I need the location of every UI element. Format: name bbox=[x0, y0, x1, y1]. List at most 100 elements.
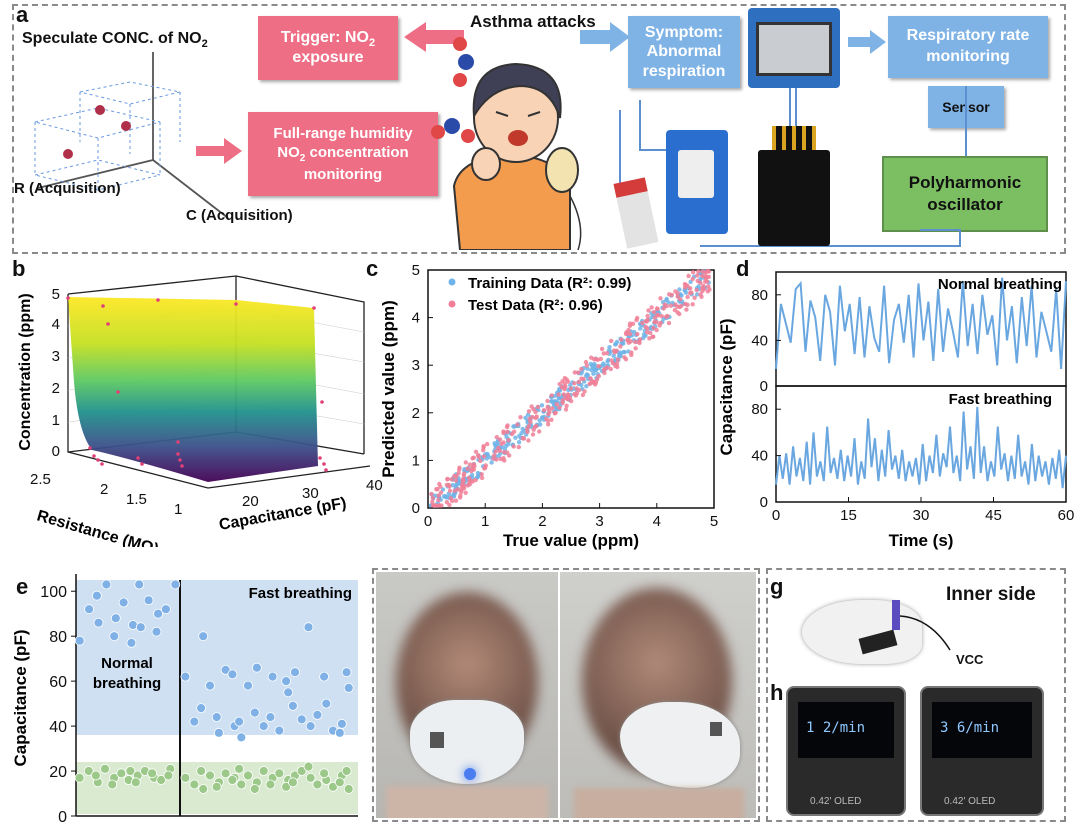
test-point bbox=[520, 436, 525, 441]
training-point bbox=[450, 483, 455, 488]
test-point bbox=[525, 426, 530, 432]
test-point bbox=[675, 291, 680, 296]
x-tick: 45 bbox=[985, 507, 1002, 524]
fast-breathing-point bbox=[213, 727, 224, 738]
z-tick: 1 bbox=[52, 412, 60, 429]
y-tick: 40 bbox=[49, 719, 67, 736]
test-point bbox=[473, 477, 478, 483]
y-tick: 80 bbox=[49, 629, 67, 646]
test-point bbox=[476, 453, 481, 458]
inner-side-label: Inner side bbox=[946, 584, 1036, 605]
test-point bbox=[695, 273, 700, 278]
test-point bbox=[635, 331, 640, 337]
test-point bbox=[700, 273, 705, 279]
test-point bbox=[608, 366, 613, 372]
test-point bbox=[698, 292, 703, 297]
fast-breathing-point bbox=[296, 714, 307, 725]
test-point bbox=[530, 432, 536, 437]
test-point bbox=[652, 315, 658, 320]
test-point bbox=[537, 429, 542, 434]
wire bbox=[900, 615, 951, 651]
respiratory-rate-readout-1: 1 2/min bbox=[806, 720, 866, 736]
training-point bbox=[475, 470, 481, 476]
test-point bbox=[609, 358, 614, 363]
test-point bbox=[704, 279, 710, 284]
normal-breathing-region-label-2: breathing bbox=[93, 675, 161, 692]
fast-breathing-low-point bbox=[211, 781, 222, 792]
training-point bbox=[584, 384, 589, 389]
panel-f-frame bbox=[372, 568, 760, 822]
fast-breathing-low-point bbox=[343, 784, 354, 794]
test-point bbox=[515, 422, 520, 427]
test-point bbox=[430, 495, 435, 501]
test-point bbox=[467, 462, 473, 467]
fast-breathing-low-point bbox=[227, 775, 238, 785]
test-point bbox=[502, 458, 507, 463]
x-axis-label: Time (s) bbox=[889, 531, 954, 550]
test-point bbox=[526, 438, 531, 443]
fast-breathing-low-point bbox=[196, 766, 207, 776]
test-point bbox=[430, 499, 435, 504]
training-point bbox=[492, 441, 497, 446]
fast-breathing-point bbox=[251, 662, 262, 673]
test-point bbox=[686, 273, 691, 279]
y-tick: 40 bbox=[751, 332, 768, 349]
panel-gh-frame bbox=[766, 568, 1066, 822]
training-point bbox=[677, 287, 682, 292]
test-point bbox=[633, 339, 638, 345]
test-point bbox=[478, 458, 483, 464]
z-tick: 3 bbox=[52, 348, 60, 365]
x-tick: 2 bbox=[538, 513, 546, 530]
test-point bbox=[546, 407, 551, 412]
x-axis-label: Resistance (MΩ) bbox=[35, 508, 161, 547]
z-tick: 2 bbox=[52, 380, 60, 397]
test-point bbox=[534, 423, 539, 429]
test-point bbox=[647, 336, 652, 341]
test-point bbox=[665, 313, 670, 319]
test-point bbox=[700, 288, 705, 294]
fast-breathing-point bbox=[303, 622, 314, 633]
test-point bbox=[516, 444, 521, 450]
fast-breathing-low-point bbox=[198, 784, 209, 794]
test-point bbox=[605, 365, 610, 370]
fast-breathing-point bbox=[290, 667, 300, 678]
panel-a-label: a bbox=[16, 2, 29, 27]
normal-breathing-point bbox=[160, 604, 171, 615]
respiratory-rate-readout-2: 3 6/min bbox=[940, 720, 1000, 736]
fast-breathing-low-point bbox=[328, 781, 338, 792]
oled-caption-1: 0.42' OLED bbox=[810, 796, 862, 807]
fast-breathing-point bbox=[258, 721, 269, 732]
test-point bbox=[594, 377, 600, 382]
panel-d-label: d bbox=[736, 256, 750, 281]
z-tick: 5 bbox=[52, 286, 60, 303]
fast-breathing-point bbox=[334, 727, 345, 738]
x-tick: 2 bbox=[100, 481, 108, 498]
y-tick: 80 bbox=[751, 287, 768, 304]
test-point bbox=[628, 339, 633, 344]
y-tick: 20 bbox=[242, 493, 259, 510]
y-tick: 80 bbox=[751, 401, 768, 418]
z-tick: 4 bbox=[52, 316, 60, 333]
legend-marker-test bbox=[448, 300, 456, 308]
concentration-axes-diagram bbox=[34, 52, 229, 219]
test-point bbox=[563, 384, 568, 389]
axis-label-capacitance: C (Acquisition) bbox=[186, 207, 293, 224]
test-point bbox=[654, 320, 659, 325]
sensor-board bbox=[666, 130, 728, 234]
y-tick: 0 bbox=[760, 494, 768, 511]
normal-breathing-point bbox=[170, 579, 181, 590]
test-point bbox=[493, 449, 498, 454]
x-tick: 3 bbox=[595, 513, 603, 530]
fast-breathing-low-point bbox=[189, 779, 200, 790]
test-point bbox=[549, 393, 554, 398]
training-point bbox=[496, 453, 501, 459]
fast-breathing-point bbox=[321, 698, 332, 709]
test-point bbox=[445, 477, 450, 482]
test-point bbox=[649, 305, 654, 310]
test-point bbox=[531, 427, 536, 432]
fast-breathing-point bbox=[341, 667, 352, 678]
fast-breathing-point bbox=[312, 709, 323, 720]
test-point bbox=[572, 381, 577, 386]
test-point bbox=[666, 320, 672, 326]
oled-display-module bbox=[748, 8, 840, 88]
